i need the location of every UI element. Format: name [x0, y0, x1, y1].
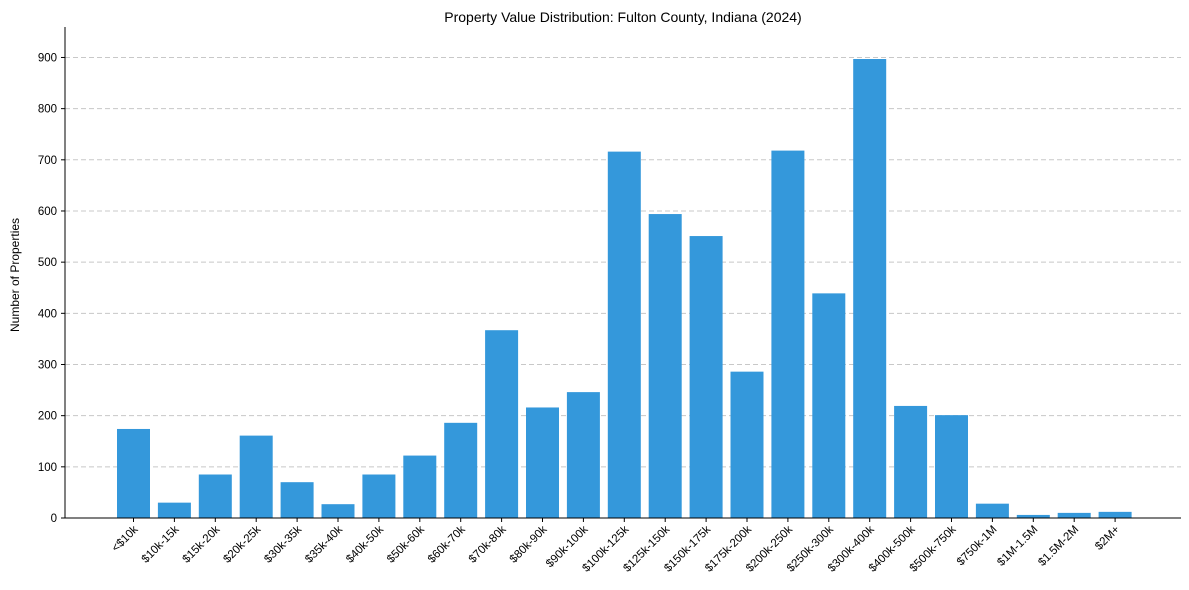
bar [1057, 512, 1091, 518]
bar [771, 150, 805, 518]
y-axis-label: Number of Properties [8, 218, 22, 332]
bars [117, 59, 1132, 518]
bar [362, 474, 396, 518]
x-tick-label: $750k-1M [955, 524, 1000, 569]
y-tick-label: 900 [38, 52, 57, 64]
x-tick-label: $50k-60k [385, 523, 427, 565]
bar [689, 236, 723, 518]
x-tick-label: $2M+ [1093, 523, 1122, 552]
x-tick-label: $30k-35k [262, 523, 304, 565]
x-tick-label: $1.5M-2M [1036, 524, 1081, 569]
x-tick-labels: <$10k$10k-15k$15k-20k$20k-25k$30k-35k$35… [110, 518, 1122, 575]
x-tick-label: $60k-70k [426, 523, 468, 565]
y-tick-label: 600 [38, 206, 57, 218]
y-tick-label: 400 [38, 308, 57, 320]
y-tick-label: 0 [51, 513, 57, 525]
bar [566, 392, 600, 518]
x-tick-label: $15k-20k [180, 523, 222, 565]
bar [239, 435, 273, 518]
x-tick-label: <$10k [110, 523, 141, 554]
y-tick-label: 200 [38, 411, 57, 423]
bar [403, 455, 437, 518]
y-tick-label: 100 [38, 462, 57, 474]
bar [444, 422, 478, 518]
bar [730, 371, 764, 518]
bar [935, 415, 968, 518]
x-tick-label: $20k-25k [221, 523, 263, 565]
bar [1098, 511, 1132, 518]
gridlines [65, 56, 1181, 468]
x-tick-label: $80k-90k [508, 523, 550, 565]
bar [1016, 514, 1050, 518]
bar [157, 502, 191, 518]
bar [321, 504, 355, 518]
bar [894, 405, 928, 518]
y-tick-labels: 0 100 200 300 400 500 600 700 800 900 [38, 52, 65, 525]
bar [607, 151, 641, 518]
bar [280, 482, 314, 518]
x-tick-label: $35k-40k [303, 523, 345, 565]
y-tick-label: 500 [38, 257, 57, 269]
bar [526, 407, 559, 518]
bar [198, 474, 232, 518]
y-tick-label: 700 [38, 155, 57, 167]
bar [485, 330, 519, 518]
y-tick-label: 300 [38, 359, 57, 371]
bar [648, 214, 682, 518]
x-tick-label: $10k-15k [140, 523, 182, 565]
x-tick-label: $1M-1.5M [995, 524, 1040, 569]
chart-title: Property Value Distribution: Fulton Coun… [444, 9, 801, 25]
bar [975, 503, 1009, 518]
bar [853, 59, 887, 518]
bar [117, 428, 150, 518]
x-tick-label: $70k-80k [467, 523, 509, 565]
bar [812, 293, 846, 518]
y-tick-label: 800 [38, 104, 57, 116]
x-tick-label: $40k-50k [344, 523, 386, 565]
